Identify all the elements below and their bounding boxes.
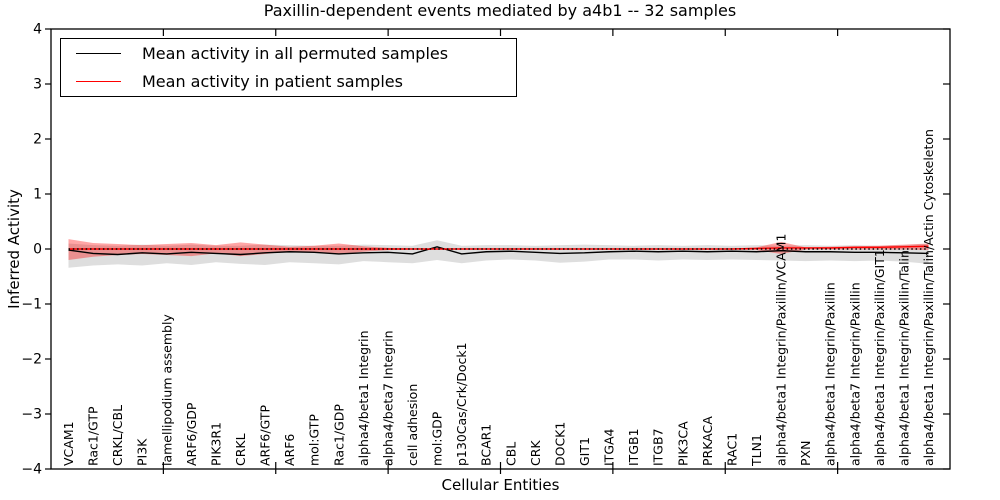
x-axis-ticks bbox=[162, 29, 839, 474]
y-tick-label: −2 bbox=[21, 352, 42, 368]
category-label: alpha4/beta1 Integrin/Paxillin/GIT1 bbox=[872, 249, 887, 466]
category-label: PIK3R1 bbox=[208, 422, 223, 466]
category-label: GIT1 bbox=[577, 437, 592, 466]
category-label: PRKACA bbox=[700, 416, 715, 466]
category-label: ARF6/GDP bbox=[184, 402, 199, 466]
category-label: PI3K bbox=[135, 438, 150, 466]
category-label: ITGB7 bbox=[651, 428, 666, 466]
category-label: alpha4/beta1 Integrin/Paxillin/Talin bbox=[896, 250, 911, 466]
category-label: mol:GTP bbox=[307, 414, 322, 466]
category-label: alpha4/beta7 Integrin/Paxillin bbox=[847, 282, 862, 466]
y-axis-label: Inferred Activity bbox=[5, 189, 23, 309]
chart-title: Paxillin-dependent events mediated by a4… bbox=[263, 1, 737, 20]
y-tick-label: 3 bbox=[33, 77, 42, 93]
confidence-bands bbox=[68, 239, 929, 268]
category-label: alpha4/beta1 Integrin/Paxillin/VCAM1 bbox=[774, 234, 789, 466]
x-axis-label: Cellular Entities bbox=[441, 476, 560, 494]
category-label: PXN bbox=[798, 441, 813, 466]
y-tick-label: −3 bbox=[21, 407, 42, 423]
category-label: ITGA4 bbox=[602, 428, 617, 466]
legend-item-permuted: Mean activity in all permuted samples bbox=[61, 40, 516, 68]
category-label: CRK bbox=[528, 440, 543, 466]
legend-label-patient: Mean activity in patient samples bbox=[142, 71, 403, 91]
category-label: TLN1 bbox=[749, 434, 764, 467]
axes-box bbox=[50, 28, 951, 470]
y-axis-ticks: −4 −3 −2 −1 0 1 2 3 4 bbox=[21, 22, 950, 478]
category-label: Rac1/GTP bbox=[86, 406, 101, 466]
category-label: cell adhesion bbox=[405, 384, 420, 466]
legend-label-permuted: Mean activity in all permuted samples bbox=[142, 43, 449, 63]
legend: Mean activity in all permuted samples Me… bbox=[60, 38, 517, 97]
category-label: ARF6/GTP bbox=[258, 405, 273, 466]
y-tick-label: −1 bbox=[21, 297, 42, 313]
category-label: ITGB1 bbox=[626, 428, 641, 466]
category-label: lamellipodium assembly bbox=[159, 314, 174, 466]
category-label: Rac1/GDP bbox=[331, 404, 346, 466]
category-label: alpha4/beta7 Integrin bbox=[380, 330, 395, 466]
y-tick-label: 2 bbox=[33, 132, 42, 148]
legend-item-patient: Mean activity in patient samples bbox=[61, 68, 516, 96]
category-label: ARF6 bbox=[282, 434, 297, 466]
category-label: p130Cas/Crk/Dock1 bbox=[454, 342, 469, 466]
category-labels: VCAM1 Rac1/GTP CRKL/CBL PI3K lamellipodium a… bbox=[61, 129, 936, 467]
category-label: alpha4/beta1 Integrin/Paxillin/Talin/Act… bbox=[921, 129, 936, 466]
legend-line-permuted bbox=[76, 53, 121, 54]
category-label: CRKL bbox=[233, 433, 248, 466]
y-tick-label: 1 bbox=[33, 187, 42, 203]
line-series-0 bbox=[68, 246, 929, 256]
category-label: CRKL/CBL bbox=[110, 405, 125, 466]
legend-line-patient bbox=[76, 81, 121, 82]
category-label: CBL bbox=[503, 442, 518, 466]
category-label: alpha4/beta1 Integrin/Paxillin bbox=[823, 282, 838, 466]
category-label: mol:GDP bbox=[430, 411, 445, 466]
category-label: VCAM1 bbox=[61, 421, 76, 466]
y-tick-label: 4 bbox=[33, 22, 42, 38]
band-series-0 bbox=[68, 240, 929, 268]
category-label: alpha4/beta1 Integrin bbox=[356, 330, 371, 466]
category-label: PIK3CA bbox=[675, 421, 690, 466]
category-label: RAC1 bbox=[724, 433, 739, 466]
y-tick-label: 0 bbox=[33, 242, 42, 258]
category-label: DOCK1 bbox=[552, 422, 567, 466]
y-tick-label: −4 bbox=[21, 462, 42, 478]
category-label: BCAR1 bbox=[479, 424, 494, 466]
